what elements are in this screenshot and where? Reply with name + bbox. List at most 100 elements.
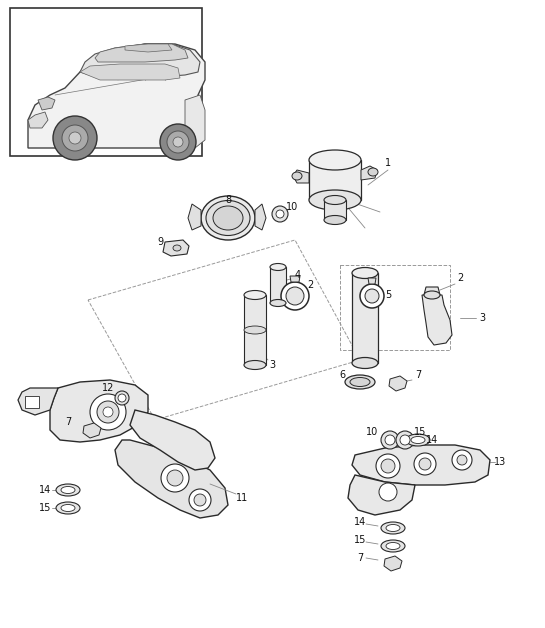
- Polygon shape: [50, 380, 148, 442]
- Polygon shape: [384, 556, 402, 571]
- Circle shape: [173, 137, 183, 147]
- Ellipse shape: [324, 215, 346, 224]
- Bar: [309, 160, 361, 200]
- Polygon shape: [188, 204, 201, 230]
- Text: 14: 14: [426, 435, 438, 445]
- Circle shape: [189, 489, 211, 511]
- Bar: [352, 273, 378, 363]
- Ellipse shape: [270, 300, 286, 306]
- Text: 3: 3: [479, 313, 485, 323]
- Circle shape: [452, 450, 472, 470]
- Circle shape: [376, 454, 400, 478]
- Ellipse shape: [213, 206, 243, 230]
- Text: 1: 1: [385, 158, 391, 168]
- Circle shape: [286, 287, 304, 305]
- Ellipse shape: [244, 360, 266, 369]
- Text: 8: 8: [225, 195, 231, 205]
- Text: 2: 2: [307, 280, 313, 290]
- Polygon shape: [424, 287, 440, 295]
- Ellipse shape: [406, 434, 430, 446]
- Circle shape: [419, 458, 431, 470]
- Polygon shape: [80, 64, 180, 80]
- Circle shape: [97, 401, 119, 423]
- Circle shape: [115, 391, 129, 405]
- Ellipse shape: [309, 150, 361, 170]
- Circle shape: [276, 210, 284, 218]
- Text: 4: 4: [295, 270, 301, 280]
- Ellipse shape: [345, 375, 375, 389]
- Polygon shape: [38, 97, 55, 110]
- Circle shape: [69, 132, 81, 144]
- Ellipse shape: [173, 245, 181, 251]
- Ellipse shape: [56, 502, 80, 514]
- Ellipse shape: [352, 357, 378, 369]
- Text: 5: 5: [385, 290, 391, 300]
- Ellipse shape: [411, 436, 425, 443]
- Circle shape: [167, 131, 189, 153]
- Circle shape: [360, 284, 384, 308]
- Polygon shape: [389, 376, 407, 391]
- Polygon shape: [83, 423, 101, 438]
- Circle shape: [385, 435, 395, 445]
- Polygon shape: [80, 44, 200, 78]
- Circle shape: [103, 407, 113, 417]
- Text: 7: 7: [415, 370, 421, 380]
- Polygon shape: [115, 440, 228, 518]
- Bar: [244, 295, 266, 365]
- Ellipse shape: [244, 291, 266, 300]
- Circle shape: [379, 483, 397, 501]
- Ellipse shape: [324, 195, 346, 205]
- Text: 15: 15: [354, 535, 366, 545]
- Ellipse shape: [201, 196, 255, 240]
- Polygon shape: [28, 112, 48, 128]
- Circle shape: [160, 124, 196, 160]
- Polygon shape: [185, 95, 205, 148]
- Circle shape: [62, 125, 88, 151]
- Circle shape: [281, 282, 309, 310]
- Polygon shape: [361, 166, 377, 180]
- Ellipse shape: [56, 484, 80, 496]
- Ellipse shape: [368, 168, 378, 176]
- Ellipse shape: [424, 291, 440, 299]
- Circle shape: [381, 431, 399, 449]
- Polygon shape: [28, 44, 205, 148]
- Text: 14: 14: [39, 485, 51, 495]
- Ellipse shape: [270, 264, 286, 271]
- Text: 6: 6: [339, 370, 345, 380]
- Text: 15: 15: [39, 503, 51, 513]
- Text: 3: 3: [269, 360, 275, 370]
- Bar: [10, 8, 202, 156]
- Ellipse shape: [61, 487, 75, 494]
- Ellipse shape: [292, 172, 302, 180]
- Ellipse shape: [381, 522, 405, 534]
- Text: 15: 15: [414, 427, 426, 437]
- Circle shape: [161, 464, 189, 492]
- Circle shape: [414, 453, 436, 475]
- Ellipse shape: [309, 190, 361, 210]
- Polygon shape: [125, 44, 172, 52]
- Bar: [270, 267, 286, 303]
- Polygon shape: [255, 204, 266, 230]
- Ellipse shape: [386, 543, 400, 550]
- Polygon shape: [130, 410, 215, 470]
- Circle shape: [365, 289, 379, 303]
- Bar: [25, 396, 39, 408]
- Circle shape: [396, 431, 414, 449]
- Text: 10: 10: [366, 427, 378, 437]
- Polygon shape: [163, 240, 189, 256]
- Text: 13: 13: [494, 457, 506, 467]
- Polygon shape: [290, 276, 300, 282]
- Circle shape: [457, 455, 467, 465]
- Ellipse shape: [381, 540, 405, 552]
- Ellipse shape: [350, 377, 370, 386]
- Text: 12: 12: [102, 383, 114, 393]
- Text: 11: 11: [236, 493, 248, 503]
- Text: 2: 2: [457, 273, 463, 283]
- Polygon shape: [348, 475, 415, 515]
- Ellipse shape: [61, 504, 75, 511]
- Polygon shape: [422, 295, 452, 345]
- Text: 7: 7: [65, 417, 71, 427]
- Bar: [324, 200, 346, 220]
- Polygon shape: [352, 445, 490, 485]
- Polygon shape: [18, 388, 58, 415]
